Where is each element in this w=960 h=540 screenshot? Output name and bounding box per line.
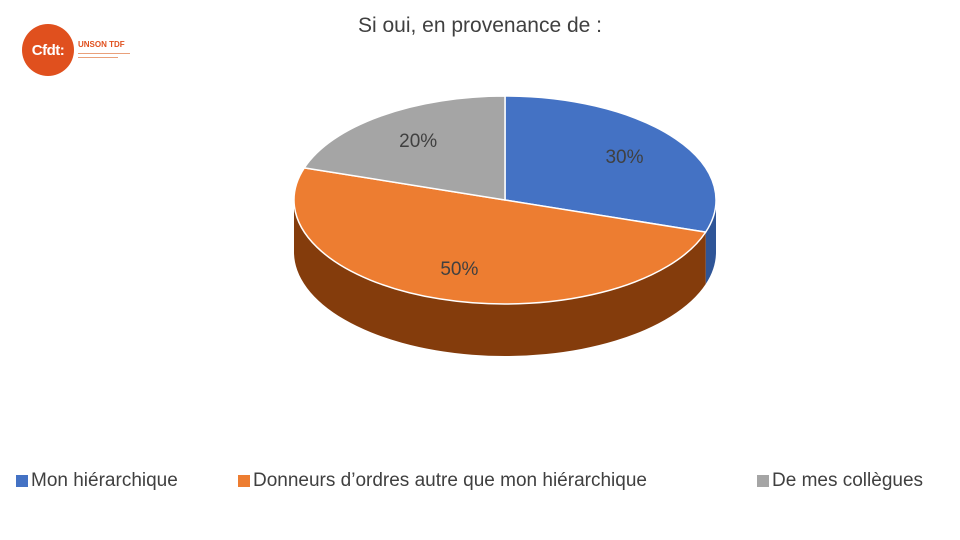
legend-swatch-0: [16, 475, 28, 487]
legend-label-0: Mon hiérarchique: [31, 470, 178, 491]
logo-tagline-line: [78, 53, 130, 54]
legend-label-1: Donneurs d’ordres autre que mon hiérarch…: [253, 470, 647, 491]
pie-slice-side-1: [294, 200, 706, 357]
pie-data-label-0: 30%: [605, 147, 643, 168]
chart-title: Si oui, en provenance de :: [357, 14, 602, 37]
pie-slice-2: [303, 95, 506, 201]
cfdt-logo-mark: Cfdt:: [22, 24, 74, 76]
pie-slice-0: [504, 95, 717, 233]
legend-label-2: De mes collègues: [772, 470, 924, 491]
chart-legend: Mon hiérarchique Donneurs d’ordres autre …: [0, 470, 960, 500]
pie-slice-1: [293, 167, 707, 305]
pie-data-label-1: 50%: [440, 259, 478, 280]
pie-slice-side-0: [705, 200, 716, 285]
pie-top-faces: [293, 95, 717, 305]
legend-item-1: Donneurs d’ordres autre que mon hiérarch…: [238, 470, 647, 492]
pie-side-walls: [294, 200, 716, 357]
pie-data-labels: 30% 50% 20%: [399, 131, 643, 280]
cfdt-logo-org: UNSON TDF: [78, 40, 125, 49]
legend-item-2: De mes collègues: [757, 470, 923, 492]
pie-data-label-2: 20%: [399, 131, 437, 152]
cfdt-logo: Cfdt: UNSON TDF: [22, 24, 142, 80]
legend-item-0: Mon hiérarchique: [16, 470, 178, 492]
logo-tagline-line: [78, 57, 118, 58]
legend-swatch-2: [757, 475, 769, 487]
legend-swatch-1: [238, 475, 250, 487]
